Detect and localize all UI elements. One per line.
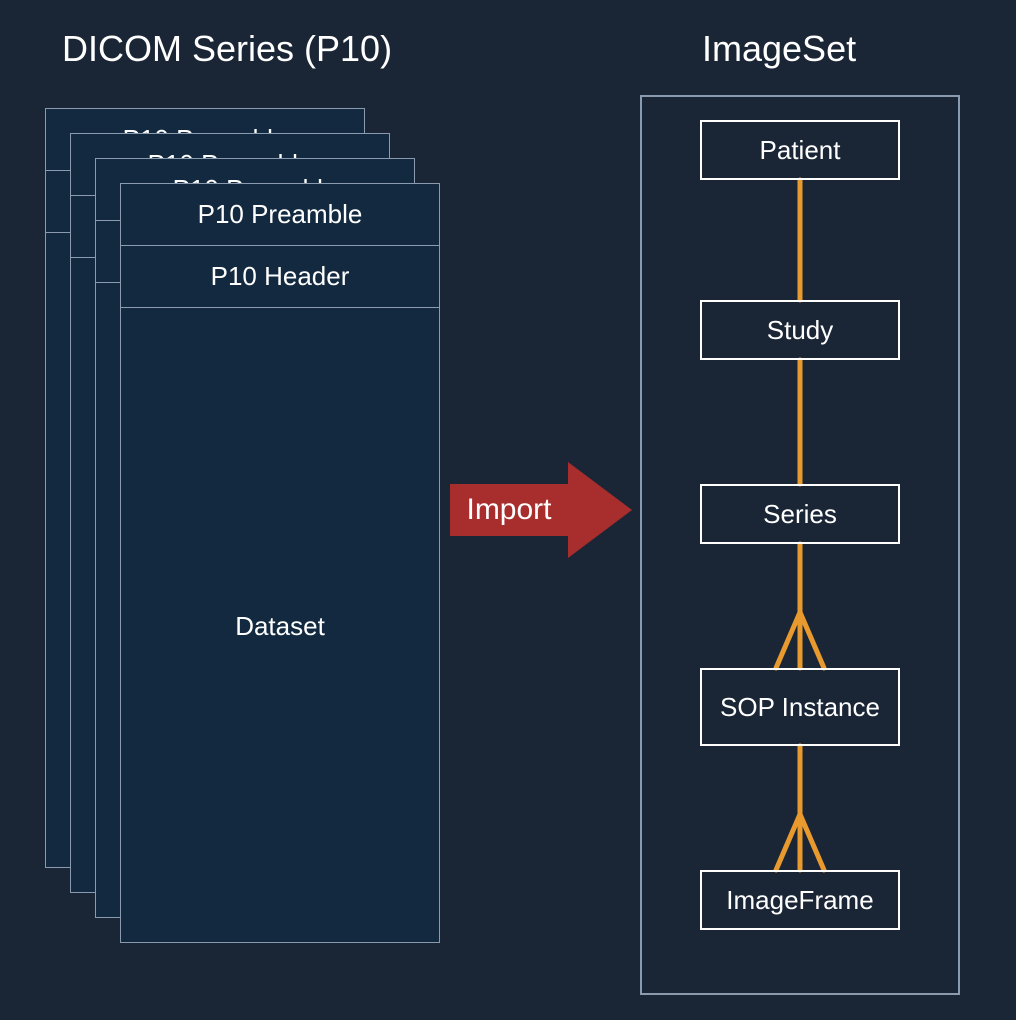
- hierarchy-box-imageframe: ImageFrame: [700, 870, 900, 930]
- hierarchy-box-patient: Patient: [700, 120, 900, 180]
- hierarchy-box-series: Series: [700, 484, 900, 544]
- hierarchy-box-sop: SOP Instance: [700, 668, 900, 746]
- hierarchy-box-study: Study: [700, 300, 900, 360]
